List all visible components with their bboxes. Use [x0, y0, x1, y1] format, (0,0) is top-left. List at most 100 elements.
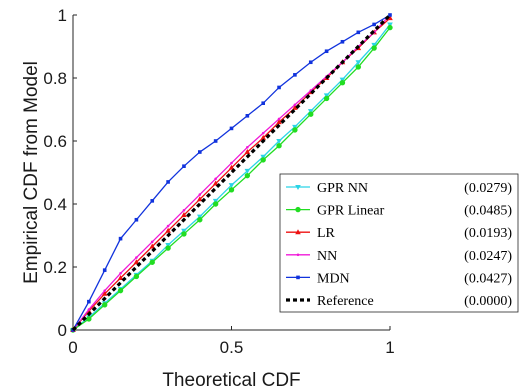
data-point — [214, 177, 217, 181]
data-point — [387, 24, 393, 31]
legend-marker — [296, 253, 300, 257]
data-point — [181, 231, 187, 237]
data-point — [308, 60, 313, 65]
data-point — [166, 180, 170, 184]
y-axis-label: Empirical CDF from Model — [21, 61, 42, 284]
data-point — [87, 308, 91, 311]
data-point — [260, 157, 266, 163]
legend-name: NN — [317, 249, 337, 264]
data-point — [355, 60, 362, 66]
data-point — [133, 259, 140, 265]
x-tick-label: 0.5 — [220, 338, 244, 357]
data-point — [372, 22, 376, 27]
data-point — [198, 150, 202, 154]
data-point — [229, 126, 234, 131]
legend-entry: Reference (0.0000) — [286, 294, 512, 309]
series-gpr-linear — [70, 24, 393, 333]
data-point — [133, 273, 140, 280]
data-point — [293, 73, 297, 77]
data-point — [228, 164, 235, 170]
data-point — [324, 49, 329, 54]
tick-labels: 0 0.5 1 0 0.2 0.4 0.6 0.8 1 — [43, 6, 394, 357]
data-point — [293, 103, 297, 107]
legend-name: GPR NN — [317, 181, 368, 196]
series-layer — [70, 13, 393, 333]
data-point — [87, 299, 91, 304]
data-point — [244, 149, 251, 155]
data-point — [308, 111, 314, 117]
data-point — [134, 217, 139, 222]
legend-score: (0.0247) — [464, 249, 512, 264]
legend-marker — [295, 206, 301, 213]
data-point — [244, 168, 251, 174]
data-point — [102, 302, 108, 308]
legend-entry: NN (0.0247) — [286, 249, 512, 264]
data-point — [212, 201, 219, 207]
data-point — [117, 287, 124, 294]
data-point — [101, 290, 108, 296]
legend-score: (0.0485) — [464, 204, 512, 219]
y-tick-label: 0.6 — [43, 132, 67, 151]
legend-box — [279, 173, 519, 313]
data-point — [323, 95, 330, 102]
data-point — [276, 119, 282, 125]
data-point — [182, 164, 186, 168]
data-point — [260, 134, 266, 140]
y-tick-label: 0 — [58, 321, 67, 340]
data-point — [103, 289, 106, 292]
data-point — [276, 143, 282, 149]
data-point — [182, 209, 186, 212]
data-point — [117, 275, 124, 281]
data-point — [86, 316, 92, 322]
data-point — [181, 212, 187, 218]
data-point — [228, 187, 235, 193]
legend-entry: GPR Linear (0.0485) — [286, 204, 512, 219]
data-point — [388, 13, 392, 17]
y-tick-label: 1 — [58, 6, 67, 25]
data-point — [166, 224, 170, 228]
data-point — [118, 236, 123, 241]
data-point — [277, 117, 281, 121]
legend-name: LR — [317, 226, 336, 241]
data-point — [212, 180, 219, 186]
legend-entry: LR (0.0193) — [286, 226, 512, 241]
legend-name: MDN — [317, 271, 350, 286]
data-point — [149, 243, 156, 249]
legend-marker — [295, 185, 301, 190]
data-point — [230, 161, 233, 165]
data-point — [276, 139, 282, 144]
y-tick-label: 0.2 — [43, 258, 67, 277]
data-point — [119, 272, 122, 275]
legend-score: (0.0193) — [464, 226, 512, 241]
data-point — [292, 127, 298, 133]
data-point — [135, 256, 138, 259]
legend-marker — [295, 229, 301, 235]
data-point — [149, 259, 155, 265]
data-point — [261, 101, 265, 105]
legend-score: (0.0279) — [464, 181, 512, 196]
y-tick-label: 0.8 — [43, 69, 67, 88]
data-point — [197, 196, 203, 202]
legend-name: GPR Linear — [317, 204, 385, 219]
data-point — [292, 104, 298, 110]
data-point — [150, 240, 154, 244]
legend: GPR NN (0.0279) GPR Linear (0.0485) LR (0.019… — [279, 173, 519, 313]
series-mdn — [71, 13, 392, 332]
data-point — [165, 245, 171, 251]
legend-name: Reference — [317, 294, 374, 309]
data-point — [356, 30, 361, 35]
series-reference — [71, 13, 392, 332]
data-point — [150, 199, 155, 203]
data-point — [102, 268, 107, 272]
data-point — [355, 64, 361, 70]
data-point — [228, 183, 235, 189]
series-line — [71, 13, 392, 332]
data-point — [340, 39, 345, 44]
data-point — [213, 139, 218, 143]
x-axis-label: Theoretical CDF — [162, 370, 300, 390]
data-point — [387, 15, 393, 21]
data-point — [277, 85, 281, 90]
data-point — [198, 193, 202, 196]
legend-score: (0.0427) — [464, 271, 512, 286]
